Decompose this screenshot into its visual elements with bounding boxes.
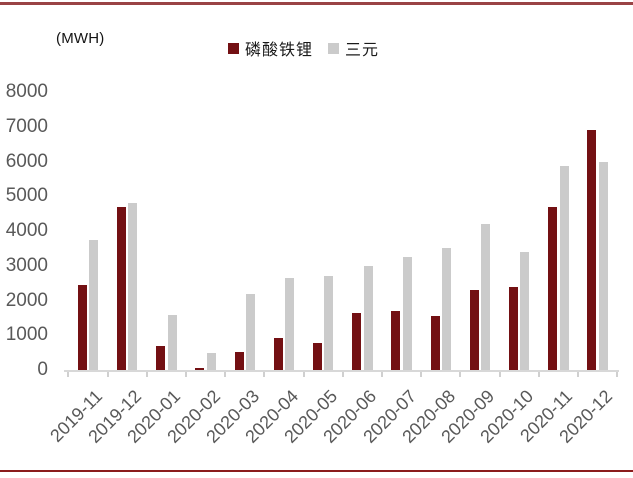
legend-item-lfp: 磷酸铁锂 bbox=[228, 36, 313, 60]
x-axis-tick bbox=[302, 372, 305, 377]
y-axis-tick-label: 6000 bbox=[5, 150, 48, 172]
x-axis-tick bbox=[576, 372, 579, 377]
bar-lfp-2020-06 bbox=[352, 312, 362, 370]
bar-lfp-2020-05 bbox=[312, 342, 322, 370]
y-axis-tick-label: 5000 bbox=[5, 185, 48, 207]
bar-lfp-2020-11 bbox=[548, 206, 558, 370]
x-axis-tick bbox=[184, 372, 187, 377]
legend-label-ternary: 三元 bbox=[345, 40, 380, 59]
bar-lfp-2020-02 bbox=[195, 367, 205, 370]
x-axis-tick bbox=[616, 372, 619, 377]
y-axis-unit-label: (MWH) bbox=[56, 30, 105, 47]
x-axis-tick bbox=[380, 372, 383, 377]
legend-swatch-ternary-icon bbox=[328, 42, 340, 54]
bar-lfp-2019-12 bbox=[116, 206, 126, 370]
bar-ternary-2020-01 bbox=[167, 315, 177, 370]
y-axis-tick-label: 4000 bbox=[5, 220, 48, 241]
bar-ternary-2020-05 bbox=[324, 276, 334, 370]
x-axis-tick bbox=[106, 372, 109, 377]
bar-ternary-2020-06 bbox=[363, 265, 373, 370]
x-axis-tick bbox=[459, 372, 462, 377]
bar-ternary-2020-03 bbox=[245, 293, 255, 370]
y-axis-tick-label: 2000 bbox=[5, 289, 48, 311]
bar-lfp-2020-07 bbox=[391, 310, 401, 370]
x-axis-tick bbox=[67, 372, 70, 377]
bar-lfp-2020-10 bbox=[508, 286, 518, 370]
bar-lfp-2020-04 bbox=[273, 337, 283, 370]
bar-ternary-2020-07 bbox=[402, 257, 412, 370]
bar-lfp-2019-11 bbox=[77, 284, 87, 370]
bar-ternary-2019-11 bbox=[89, 239, 99, 370]
legend-label-lfp: 磷酸铁锂 bbox=[245, 40, 314, 59]
y-axis-tick-label: 8000 bbox=[5, 81, 48, 102]
bar-ternary-2020-04 bbox=[285, 277, 295, 370]
bar-ternary-2020-12 bbox=[598, 161, 608, 370]
legend-item-ternary: 三元 bbox=[328, 36, 379, 60]
chart-legend: 磷酸铁锂 三元 bbox=[228, 36, 379, 60]
bar-ternary-2020-08 bbox=[441, 248, 451, 370]
x-axis-tick bbox=[341, 372, 344, 377]
bottom-border-rule bbox=[0, 470, 633, 472]
bar-ternary-2020-09 bbox=[481, 224, 491, 370]
x-axis-tick bbox=[537, 372, 540, 377]
x-axis-line bbox=[64, 370, 619, 372]
x-axis-tick bbox=[420, 372, 423, 377]
x-axis-tick bbox=[263, 372, 266, 377]
y-axis-tick-label: 1000 bbox=[5, 324, 48, 346]
x-axis-tick bbox=[498, 372, 501, 377]
legend-swatch-lfp-icon bbox=[228, 42, 239, 54]
bar-ternary-2020-02 bbox=[206, 352, 216, 370]
x-axis-tick bbox=[224, 372, 227, 377]
top-border-rule bbox=[0, 2, 633, 5]
bar-lfp-2020-12 bbox=[587, 130, 597, 370]
bar-ternary-2020-11 bbox=[559, 165, 569, 370]
y-axis-tick-label: 7000 bbox=[5, 115, 48, 137]
y-axis-tick-label: 3000 bbox=[5, 254, 48, 276]
y-axis-tick-label: 0 bbox=[37, 359, 48, 380]
bar-ternary-2019-12 bbox=[128, 203, 138, 370]
bar-lfp-2020-09 bbox=[469, 290, 479, 370]
bar-lfp-2020-03 bbox=[234, 351, 244, 370]
bar-ternary-2020-10 bbox=[520, 251, 530, 370]
x-axis-tick bbox=[145, 372, 148, 377]
bar-lfp-2020-01 bbox=[156, 345, 166, 370]
bar-lfp-2020-08 bbox=[430, 316, 440, 370]
